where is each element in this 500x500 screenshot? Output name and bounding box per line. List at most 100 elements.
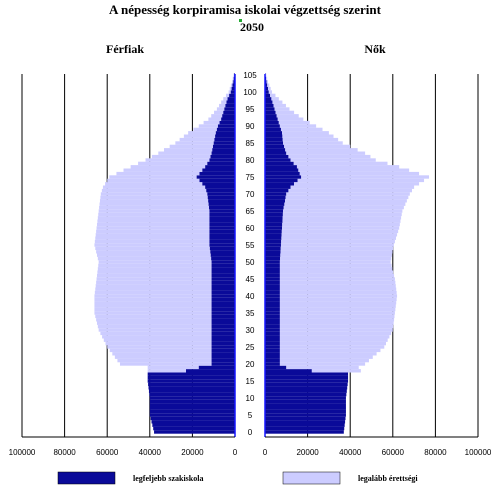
bar-women-legalabb-erettsegi xyxy=(268,86,271,91)
bar-men-legfeljebb-szakiskola xyxy=(148,389,235,393)
bar-men-legfeljebb-szakiskola xyxy=(211,362,235,366)
bar-men-legalabb-erettsegi xyxy=(97,216,210,220)
bar-men-legalabb-erettsegi xyxy=(94,307,212,312)
bar-women-legalabb-erettsegi xyxy=(281,233,398,237)
bar-women-legalabb-erettsegi xyxy=(276,114,299,118)
bar-women-legfeljebb-szakiskola xyxy=(265,396,346,400)
legend-label: legalább érettségi xyxy=(358,474,418,483)
bar-men-legalabb-erettsegi xyxy=(145,158,210,162)
bar-women-legfeljebb-szakiskola xyxy=(265,277,280,281)
bar-women-legfeljebb-szakiskola xyxy=(265,137,283,142)
bar-men-legalabb-erettsegi xyxy=(98,209,210,213)
bar-men-legfeljebb-szakiskola xyxy=(211,321,235,325)
bar-men-legalabb-erettsegi xyxy=(114,355,212,359)
bar-men-legfeljebb-szakiskola xyxy=(227,97,235,101)
bar-women-legalabb-erettsegi xyxy=(279,124,317,128)
bar-men-legalabb-erettsegi xyxy=(96,253,211,257)
bar-men-legfeljebb-szakiskola xyxy=(147,379,235,383)
bar-women-legalabb-erettsegi xyxy=(279,362,366,366)
bar-men-legalabb-erettsegi xyxy=(95,314,212,319)
bar-men-legfeljebb-szakiskola xyxy=(207,161,235,166)
bar-men-legalabb-erettsegi xyxy=(147,369,187,373)
bar-men-legalabb-erettsegi xyxy=(228,90,231,94)
bar-men-legfeljebb-szakiskola xyxy=(198,365,235,370)
bar-men-legalabb-erettsegi xyxy=(94,297,212,302)
chart-subtitle: 2050 xyxy=(240,20,264,34)
bar-women-legfeljebb-szakiskola xyxy=(265,185,291,189)
year-marker xyxy=(239,19,242,22)
bar-women-legalabb-erettsegi xyxy=(279,294,398,298)
bar-men-legalabb-erettsegi xyxy=(95,236,210,240)
bar-women-legalabb-erettsegi xyxy=(279,345,385,349)
bar-women-legalabb-erettsegi xyxy=(279,324,394,329)
x-tick-label-left: 40000 xyxy=(139,448,162,457)
bar-men-legfeljebb-szakiskola xyxy=(149,409,235,414)
bar-men-legalabb-erettsegi xyxy=(151,154,211,159)
bar-men-legfeljebb-szakiskola xyxy=(186,369,235,373)
bar-men-legfeljebb-szakiskola xyxy=(209,246,235,251)
bar-men-legalabb-erettsegi xyxy=(96,250,211,254)
bar-women-legfeljebb-szakiskola xyxy=(265,297,280,302)
bar-men-legfeljebb-szakiskola xyxy=(211,355,235,359)
bar-women-legfeljebb-szakiskola xyxy=(265,284,280,288)
age-tick-label: 35 xyxy=(246,309,255,318)
bar-women-legfeljebb-szakiskola xyxy=(265,199,286,203)
bar-men-legalabb-erettsegi xyxy=(208,117,222,121)
bar-women-legalabb-erettsegi xyxy=(279,263,392,268)
bar-women-legfeljebb-szakiskola xyxy=(265,335,280,339)
bar-women-legfeljebb-szakiskola xyxy=(265,134,283,138)
bar-women-legalabb-erettsegi xyxy=(275,110,295,115)
bar-men-legfeljebb-szakiskola xyxy=(199,178,235,183)
bar-women-legalabb-erettsegi xyxy=(273,103,286,108)
bar-men-legfeljebb-szakiskola xyxy=(211,348,235,353)
age-tick-label: 90 xyxy=(246,122,255,131)
bar-women-legfeljebb-szakiskola xyxy=(265,83,268,87)
bar-women-legfeljebb-szakiskola xyxy=(265,243,281,247)
bar-men-legfeljebb-szakiskola xyxy=(224,107,235,111)
bar-women-legfeljebb-szakiskola xyxy=(265,229,282,234)
bar-women-legfeljebb-szakiskola xyxy=(265,348,280,353)
bar-women-legalabb-erettsegi xyxy=(290,185,415,189)
bar-women-legfeljebb-szakiskola xyxy=(265,117,278,121)
bar-men-legfeljebb-szakiskola xyxy=(211,314,235,319)
bar-men-legfeljebb-szakiskola xyxy=(152,423,235,427)
bar-women-legfeljebb-szakiskola xyxy=(265,389,347,393)
bar-men-legfeljebb-szakiskola xyxy=(211,151,235,155)
bar-women-legalabb-erettsegi xyxy=(279,335,390,339)
bar-women-legalabb-erettsegi xyxy=(270,93,276,98)
bar-women-legfeljebb-szakiskola xyxy=(265,379,349,383)
bar-women-legalabb-erettsegi xyxy=(280,127,323,132)
bar-men-legfeljebb-szakiskola xyxy=(199,171,235,176)
bar-women-legfeljebb-szakiskola xyxy=(265,382,348,387)
bar-men-legalabb-erettsegi xyxy=(109,175,197,179)
bar-women-legfeljebb-szakiskola xyxy=(265,423,345,427)
bar-men-legalabb-erettsegi xyxy=(116,171,200,176)
bar-men-legalabb-erettsegi xyxy=(97,267,212,271)
bar-women-legalabb-erettsegi xyxy=(283,205,404,210)
bar-women-legalabb-erettsegi xyxy=(280,250,393,254)
bar-men-legalabb-erettsegi xyxy=(94,301,212,305)
age-tick-label: 75 xyxy=(246,173,255,182)
age-tick-label: 85 xyxy=(246,139,255,148)
bar-men-legfeljebb-szakiskola xyxy=(205,165,235,169)
bar-men-legfeljebb-szakiskola xyxy=(153,426,235,431)
bar-women-legalabb-erettsegi xyxy=(268,90,273,94)
bar-women-legalabb-erettsegi xyxy=(279,328,393,332)
bar-men-legfeljebb-szakiskola xyxy=(232,83,235,87)
bar-men-legfeljebb-szakiskola xyxy=(210,250,235,254)
bar-women-legalabb-erettsegi xyxy=(279,260,391,264)
bar-men-legalabb-erettsegi xyxy=(97,219,210,223)
age-tick-label: 70 xyxy=(246,190,255,199)
bar-men-legalabb-erettsegi xyxy=(164,148,213,152)
bar-men-legalabb-erettsegi xyxy=(119,362,212,366)
bar-women-legfeljebb-szakiskola xyxy=(265,219,283,223)
bar-men-legfeljebb-szakiskola xyxy=(211,260,235,264)
bar-men-legalabb-erettsegi xyxy=(100,192,208,196)
bar-men-legfeljebb-szakiskola xyxy=(211,331,235,336)
bar-women-legalabb-erettsegi xyxy=(279,358,369,363)
bar-men-legfeljebb-szakiskola xyxy=(149,406,235,410)
bar-women-legfeljebb-szakiskola xyxy=(265,236,282,240)
bar-women-legalabb-erettsegi xyxy=(280,253,392,257)
age-tick-label: 80 xyxy=(246,156,255,165)
bar-men-legalabb-erettsegi xyxy=(99,205,210,210)
